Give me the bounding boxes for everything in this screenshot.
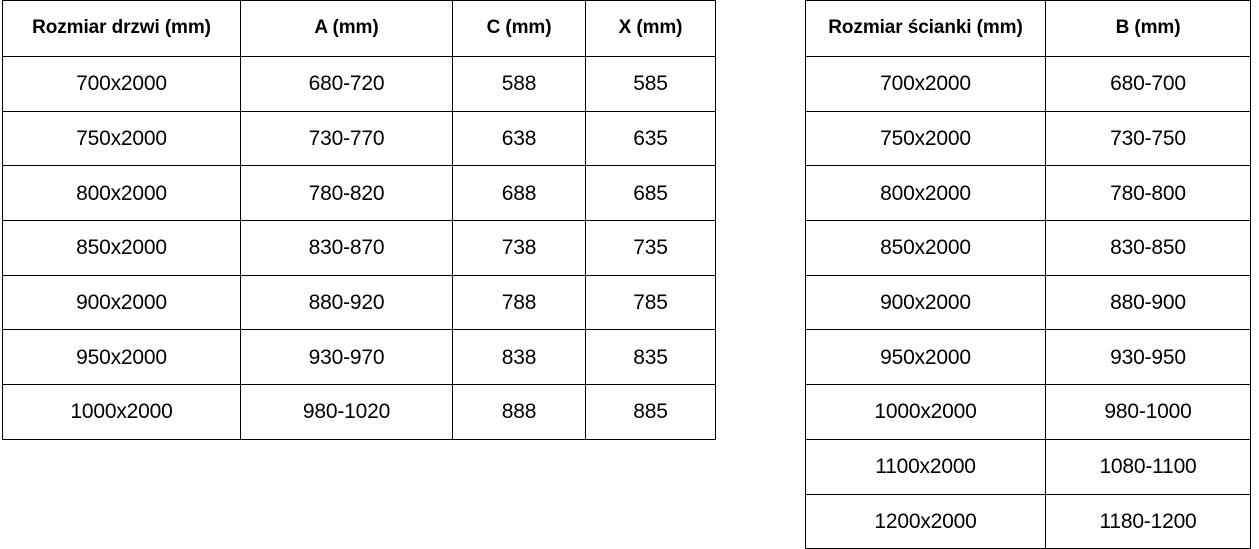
cell-wall-size: 950x2000 xyxy=(805,329,1046,386)
cell-wall-size: 1000x2000 xyxy=(805,384,1046,440)
cell-c: 888 xyxy=(452,384,586,440)
table-row: 1000x2000 980-1000 xyxy=(805,384,1251,440)
cell-c: 838 xyxy=(452,329,586,386)
cell-b: 1080-1100 xyxy=(1045,438,1251,495)
table-row: 750x2000 730-770 638 635 xyxy=(2,110,716,167)
door-size-table: Rozmiar drzwi (mm) A (mm) C (mm) X (mm) … xyxy=(2,0,716,440)
cell-b: 780-800 xyxy=(1045,165,1251,222)
wall-table-header: Rozmiar ścianki (mm) B (mm) xyxy=(805,0,1251,57)
table-row: 700x2000 680-720 588 585 xyxy=(2,56,716,112)
table-row: 850x2000 830-870 738 735 xyxy=(2,220,716,276)
cell-a: 930-970 xyxy=(240,329,453,386)
cell-door-size: 900x2000 xyxy=(2,274,241,331)
cell-wall-size: 1200x2000 xyxy=(805,493,1046,549)
cell-b: 930-950 xyxy=(1045,329,1251,386)
cell-wall-size: 750x2000 xyxy=(805,110,1046,167)
table-row: 800x2000 780-820 688 685 xyxy=(2,165,716,222)
cell-wall-size: 800x2000 xyxy=(805,165,1046,222)
column-header-wall-size: Rozmiar ścianki (mm) xyxy=(805,0,1046,57)
cell-c: 588 xyxy=(452,56,586,112)
table-row: 950x2000 930-950 xyxy=(805,329,1251,386)
cell-a: 730-770 xyxy=(240,110,453,167)
wall-table-body: 700x2000 680-700 750x2000 730-750 800x20… xyxy=(805,56,1251,549)
cell-a: 780-820 xyxy=(240,165,453,222)
cell-c: 638 xyxy=(452,110,586,167)
table-row: 850x2000 830-850 xyxy=(805,220,1251,276)
cell-a: 680-720 xyxy=(240,56,453,112)
cell-wall-size: 700x2000 xyxy=(805,56,1046,112)
table-row: 1200x2000 1180-1200 xyxy=(805,493,1251,549)
table-row: 700x2000 680-700 xyxy=(805,56,1251,112)
cell-x: 635 xyxy=(585,110,716,167)
cell-b: 880-900 xyxy=(1045,274,1251,331)
cell-b: 980-1000 xyxy=(1045,384,1251,440)
column-header-a: A (mm) xyxy=(240,0,453,57)
cell-x: 685 xyxy=(585,165,716,222)
cell-x: 735 xyxy=(585,220,716,276)
table-row: 800x2000 780-800 xyxy=(805,165,1251,222)
cell-x: 585 xyxy=(585,56,716,112)
wall-size-table: Rozmiar ścianki (mm) B (mm) 700x2000 680… xyxy=(805,0,1251,549)
cell-c: 688 xyxy=(452,165,586,222)
cell-a: 980-1020 xyxy=(240,384,453,440)
table-row: 900x2000 880-920 788 785 xyxy=(2,274,716,331)
table-row: 900x2000 880-900 xyxy=(805,274,1251,331)
column-header-x: X (mm) xyxy=(585,0,716,57)
cell-wall-size: 900x2000 xyxy=(805,274,1046,331)
cell-door-size: 750x2000 xyxy=(2,110,241,167)
column-header-door-size: Rozmiar drzwi (mm) xyxy=(2,0,241,57)
table-header-row: Rozmiar drzwi (mm) A (mm) C (mm) X (mm) xyxy=(2,0,716,57)
door-table-header: Rozmiar drzwi (mm) A (mm) C (mm) X (mm) xyxy=(2,0,716,57)
cell-x: 885 xyxy=(585,384,716,440)
door-table-body: 700x2000 680-720 588 585 750x2000 730-77… xyxy=(2,56,716,440)
table-row: 1100x2000 1080-1100 xyxy=(805,438,1251,495)
column-header-c: C (mm) xyxy=(452,0,586,57)
cell-c: 738 xyxy=(452,220,586,276)
table-row: 950x2000 930-970 838 835 xyxy=(2,329,716,386)
cell-wall-size: 850x2000 xyxy=(805,220,1046,276)
cell-a: 880-920 xyxy=(240,274,453,331)
cell-a: 830-870 xyxy=(240,220,453,276)
cell-door-size: 950x2000 xyxy=(2,329,241,386)
cell-b: 730-750 xyxy=(1045,110,1251,167)
cell-wall-size: 1100x2000 xyxy=(805,438,1046,495)
cell-door-size: 1000x2000 xyxy=(2,384,241,440)
cell-b: 830-850 xyxy=(1045,220,1251,276)
cell-x: 835 xyxy=(585,329,716,386)
cell-door-size: 800x2000 xyxy=(2,165,241,222)
cell-door-size: 850x2000 xyxy=(2,220,241,276)
cell-c: 788 xyxy=(452,274,586,331)
table-row: 750x2000 730-750 xyxy=(805,110,1251,167)
cell-door-size: 700x2000 xyxy=(2,56,241,112)
cell-b: 680-700 xyxy=(1045,56,1251,112)
cell-x: 785 xyxy=(585,274,716,331)
table-row: 1000x2000 980-1020 888 885 xyxy=(2,384,716,440)
cell-b: 1180-1200 xyxy=(1045,493,1251,549)
table-header-row: Rozmiar ścianki (mm) B (mm) xyxy=(805,0,1251,57)
column-header-b: B (mm) xyxy=(1045,0,1251,57)
